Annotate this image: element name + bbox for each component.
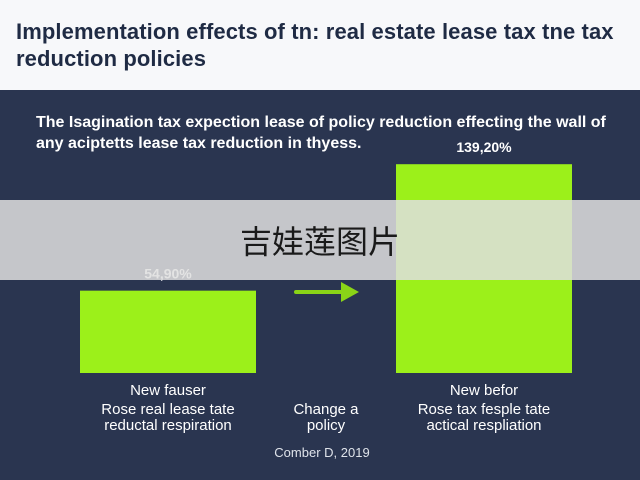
page-title: Implementation effects of tn: real estat… (16, 19, 614, 71)
watermark-text: 吉娃莲图片 (239, 223, 400, 261)
bar-1 (80, 290, 256, 373)
bar-2-value-label: 139,20% (456, 139, 512, 155)
middle-label-line-2: policy (307, 417, 346, 434)
category-label-2: New befor (450, 382, 518, 399)
chart-subtitle: The Isagination tax expection lease of p… (36, 114, 606, 152)
category-description-1-line-2: reductal respiration (104, 417, 232, 434)
chart-footer: Comber D, 2019 (274, 445, 369, 460)
category-label-1: New fauser (130, 382, 206, 399)
watermark-band (0, 200, 640, 280)
category-description-1-line-1: Rose real lease tate (101, 401, 234, 418)
arrow-head (341, 282, 359, 302)
header-band (0, 0, 640, 90)
middle-label-line-1: Change a (293, 401, 359, 418)
category-description-2-line-2: actical respliation (426, 417, 541, 434)
category-description-2-line-1: Rose tax fesple tate (418, 401, 551, 418)
